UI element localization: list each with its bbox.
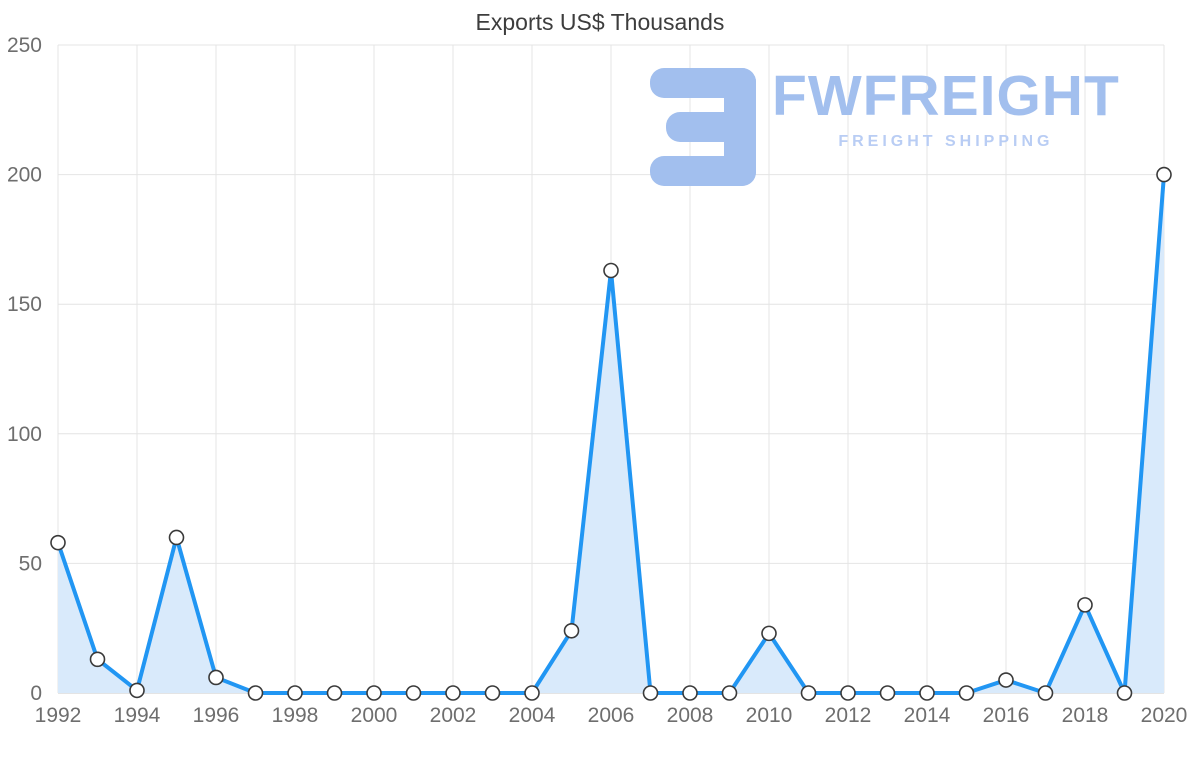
fwfreight-logo-icon	[650, 68, 756, 186]
data-point-1999[interactable]	[326, 685, 343, 701]
x-tick-label-2014: 2014	[904, 704, 951, 727]
x-tick-label-2020: 2020	[1141, 704, 1188, 727]
x-tick-label-2012: 2012	[825, 704, 872, 727]
data-point-2003[interactable]	[484, 685, 501, 701]
y-tick-label-50: 50	[19, 552, 42, 575]
data-point-2000[interactable]	[366, 685, 382, 701]
data-point-2005[interactable]	[563, 622, 580, 639]
data-point-2016[interactable]	[998, 672, 1014, 688]
data-point-2012[interactable]	[840, 685, 856, 701]
data-point-2002[interactable]	[445, 685, 461, 701]
data-point-2017[interactable]	[1037, 685, 1054, 701]
x-tick-label-1996: 1996	[193, 704, 240, 727]
x-tick-label-1992: 1992	[35, 704, 82, 727]
data-point-2020[interactable]	[1156, 166, 1172, 183]
data-point-2013[interactable]	[879, 685, 896, 701]
y-tick-label-0: 0	[30, 682, 42, 705]
x-tick-label-2008: 2008	[667, 704, 714, 727]
x-tick-label-2006: 2006	[588, 704, 635, 727]
x-tick-label-1994: 1994	[114, 704, 161, 727]
logo-brand-text: FWFREIGHT	[772, 64, 1120, 128]
data-point-2006[interactable]	[603, 262, 619, 279]
chart-title: Exports US$ Thousands	[475, 9, 725, 35]
data-point-1995[interactable]	[168, 529, 185, 546]
y-tick-label-100: 100	[7, 423, 42, 446]
data-point-2018[interactable]	[1077, 597, 1093, 613]
x-tick-label-2010: 2010	[746, 704, 793, 727]
data-point-1998[interactable]	[287, 685, 303, 701]
data-point-2011[interactable]	[800, 685, 817, 701]
x-tick-label-1998: 1998	[272, 704, 319, 727]
data-point-2010[interactable]	[761, 625, 777, 642]
y-tick-label-200: 200	[7, 164, 42, 187]
data-point-2001[interactable]	[405, 685, 422, 701]
x-tick-label-2004: 2004	[509, 704, 556, 727]
x-tick-label-2016: 2016	[983, 704, 1030, 727]
data-point-2014[interactable]	[919, 685, 935, 701]
area-fill	[58, 174, 1164, 694]
logo-tagline-text: FREIGHT SHIPPING	[838, 133, 1054, 150]
data-point-2004[interactable]	[524, 685, 540, 701]
data-point-1993[interactable]	[89, 651, 106, 668]
y-tick-label-250: 250	[7, 34, 42, 57]
data-point-1997[interactable]	[247, 685, 264, 701]
x-tick-label-2000: 2000	[351, 704, 398, 727]
data-point-1996[interactable]	[208, 669, 224, 686]
data-point-2008[interactable]	[682, 685, 698, 701]
data-point-2019[interactable]	[1116, 685, 1133, 701]
data-point-2007[interactable]	[642, 685, 659, 701]
data-point-2009[interactable]	[721, 685, 738, 701]
data-point-1992[interactable]	[50, 534, 66, 551]
y-tick-label-150: 150	[7, 293, 42, 316]
fwfreight-watermark: FWFREIGHT FREIGHT SHIPPING	[648, 68, 1120, 186]
data-point-2015[interactable]	[958, 685, 975, 701]
x-tick-label-2002: 2002	[430, 704, 477, 727]
x-tick-label-2018: 2018	[1062, 704, 1109, 727]
data-point-1994[interactable]	[129, 682, 145, 699]
